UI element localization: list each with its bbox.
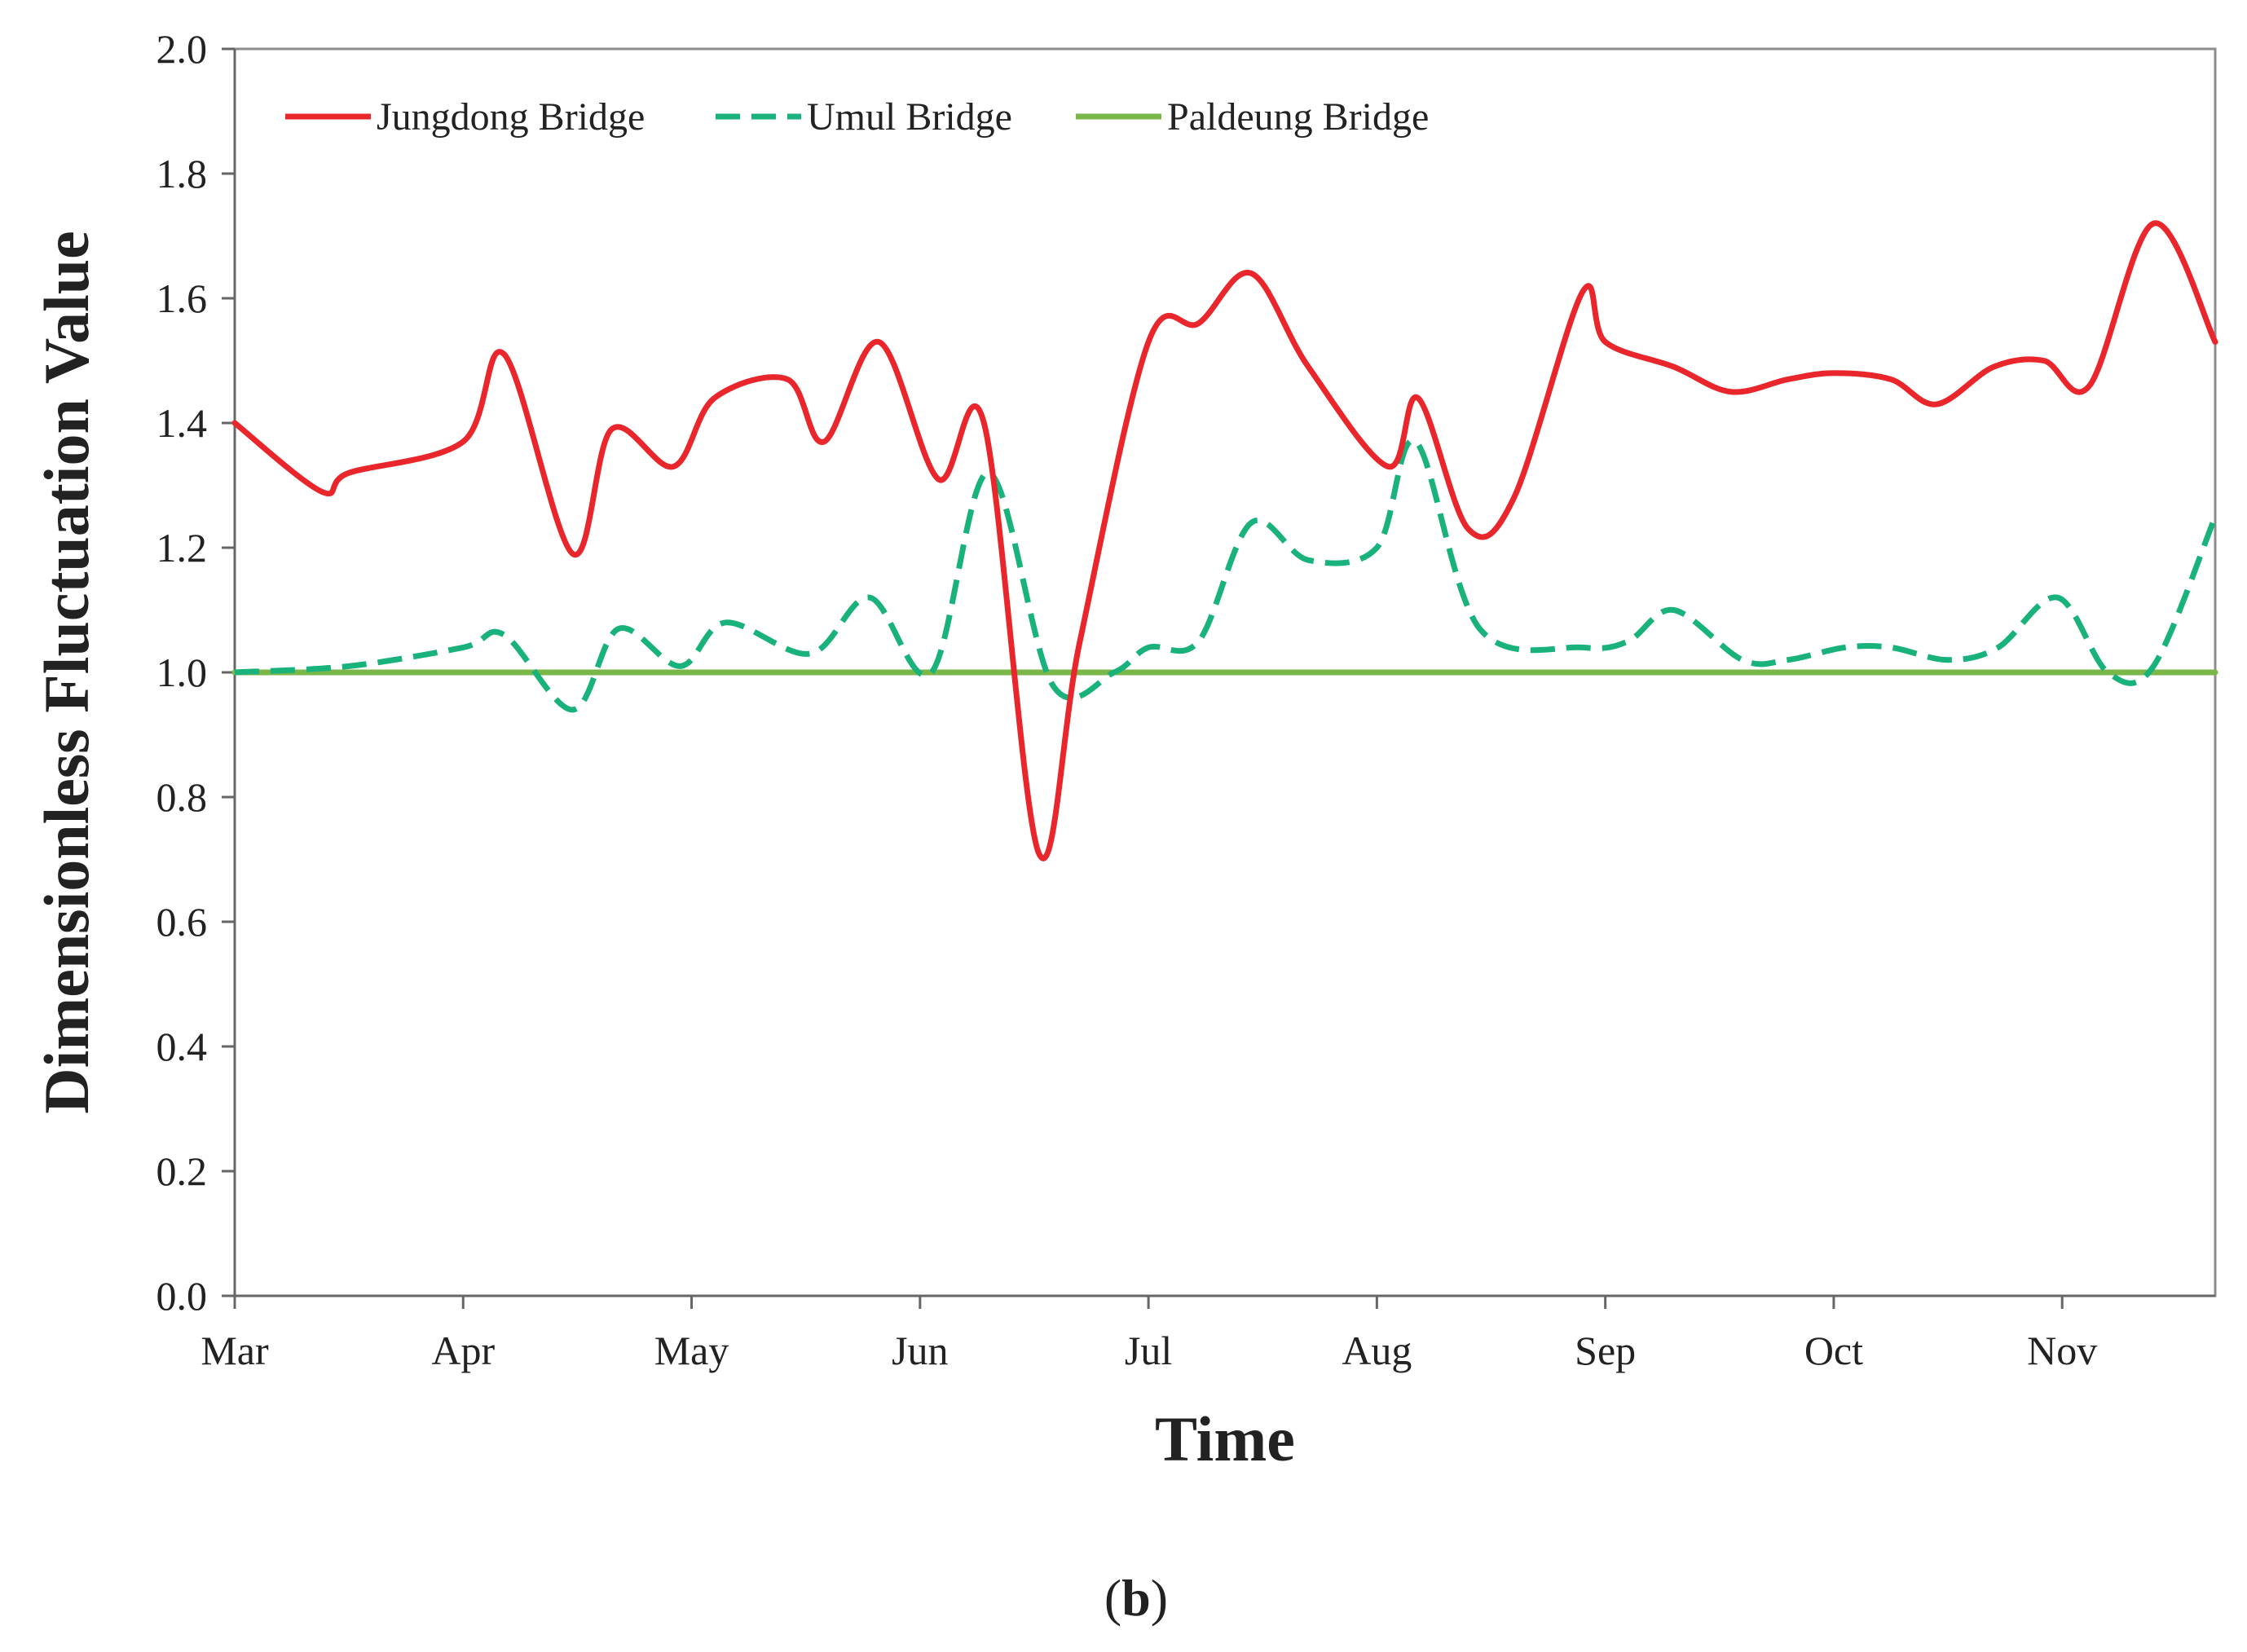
y-axis-ticks: 0.0 0.2 0.4 0.6 0.8 1.0 1.2 1.4 1.6 1.8 2.0 bbox=[156, 26, 235, 1319]
y-axis-title: Dimensionless Fluctuation Value bbox=[31, 231, 102, 1114]
figure-caption: (b) bbox=[1104, 1569, 1168, 1627]
y-tick-label: 1.6 bbox=[156, 275, 208, 321]
y-tick-label: 1.4 bbox=[156, 400, 208, 446]
y-tick-label: 0.8 bbox=[156, 774, 208, 820]
legend: Jungdong Bridge Umul Bridge Paldeung Bridg… bbox=[285, 95, 1429, 139]
x-axis-ticks: Mar Apr May Jun Jul Aug Sep Oct Nov bbox=[200, 1296, 2097, 1373]
caption-letter: b bbox=[1121, 1569, 1151, 1627]
x-tick-label: Jul bbox=[1125, 1328, 1172, 1373]
x-tick-label: Oct bbox=[1804, 1328, 1863, 1373]
y-tick-label: 1.0 bbox=[156, 650, 208, 695]
x-tick-label: Sep bbox=[1575, 1328, 1636, 1373]
series-line-jungdong-bridge bbox=[231, 220, 2218, 861]
x-tick-label: May bbox=[654, 1328, 729, 1373]
x-tick-label: Nov bbox=[2027, 1328, 2097, 1373]
y-tick-label: 0.4 bbox=[156, 1024, 208, 1069]
y-tick-label: 0.6 bbox=[156, 899, 208, 945]
x-tick-label: Mar bbox=[200, 1328, 269, 1373]
x-axis-title: Time bbox=[1155, 1403, 1295, 1474]
legend-label-paldeung-bridge: Paldeung Bridge bbox=[1167, 95, 1429, 139]
series-line-umul-bridge bbox=[234, 437, 2218, 713]
x-tick-label: Aug bbox=[1342, 1328, 1412, 1373]
series-layer bbox=[231, 220, 2218, 861]
legend-label-jungdong-bridge: Jungdong Bridge bbox=[377, 95, 645, 139]
caption-close-paren: ) bbox=[1151, 1569, 1168, 1627]
x-tick-label: Apr bbox=[431, 1328, 495, 1373]
y-tick-label: 0.0 bbox=[156, 1273, 208, 1319]
y-tick-label: 1.2 bbox=[156, 525, 208, 570]
y-tick-label: 0.2 bbox=[156, 1148, 208, 1194]
y-tick-label: 1.8 bbox=[156, 151, 208, 196]
x-tick-label: Jun bbox=[892, 1328, 948, 1373]
legend-label-umul-bridge: Umul Bridge bbox=[807, 95, 1012, 139]
y-tick-label: 2.0 bbox=[156, 26, 208, 72]
caption-open-paren: ( bbox=[1104, 1569, 1121, 1627]
